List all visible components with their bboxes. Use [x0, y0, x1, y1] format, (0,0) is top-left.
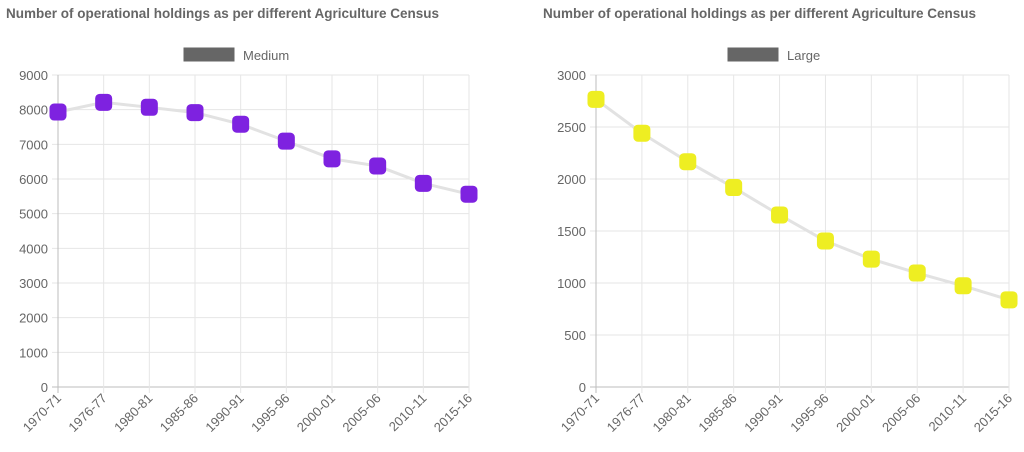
- y-tick-label: 3000: [557, 68, 586, 83]
- x-tick-label: 1970-71: [20, 391, 64, 435]
- x-tick-label: 1976-77: [604, 391, 648, 435]
- legend-swatch: [726, 46, 780, 63]
- x-tick-label: 1980-81: [111, 391, 155, 435]
- chart-title: Number of operational holdings as per di…: [6, 6, 439, 21]
- data-point[interactable]: [323, 150, 341, 168]
- y-tick-label: 6000: [19, 172, 48, 187]
- data-point[interactable]: [771, 206, 789, 224]
- y-tick-label: 1500: [557, 224, 586, 239]
- y-tick-label: 8000: [19, 103, 48, 118]
- x-tick-label: 2010-11: [926, 391, 970, 435]
- y-tick-label: 2000: [19, 311, 48, 326]
- data-point[interactable]: [49, 103, 67, 121]
- data-point[interactable]: [954, 277, 972, 295]
- x-tick-label: 2000-01: [833, 391, 877, 435]
- chart-title: Number of operational holdings as per di…: [543, 6, 976, 21]
- data-point[interactable]: [908, 264, 926, 282]
- x-tick-label: 2015-16: [971, 391, 1015, 435]
- x-tick-label: 1990-91: [741, 391, 785, 435]
- y-tick-label: 5000: [19, 207, 48, 222]
- x-tick-label: 2010-11: [386, 391, 430, 435]
- x-tick-label: 1995-96: [787, 391, 831, 435]
- data-point[interactable]: [414, 174, 432, 192]
- series-line: [57, 100, 470, 196]
- x-tick-label: 2000-01: [294, 391, 338, 435]
- y-tick-label: 0: [41, 380, 48, 395]
- y-tick-label: 4000: [19, 241, 48, 256]
- y-tick-label: 2500: [557, 120, 586, 135]
- x-tick-label: 1990-91: [202, 391, 246, 435]
- data-point[interactable]: [232, 115, 250, 133]
- legend-label: Large: [787, 48, 820, 63]
- y-tick-label: 2000: [557, 172, 586, 187]
- y-tick-label: 9000: [19, 68, 48, 83]
- data-point[interactable]: [679, 153, 697, 171]
- medium-holdings-chart: Number of operational holdings as per di…: [6, 6, 478, 435]
- x-tick-label: 1995-96: [248, 391, 292, 435]
- x-tick-label: 1976-77: [65, 391, 109, 435]
- x-tick-label: 1985-86: [157, 391, 201, 435]
- data-point[interactable]: [186, 104, 204, 122]
- y-tick-label: 7000: [19, 137, 48, 152]
- data-point[interactable]: [1000, 291, 1018, 309]
- x-tick-label: 2005-06: [339, 391, 383, 435]
- x-tick-label: 1985-86: [695, 391, 739, 435]
- data-point[interactable]: [140, 98, 158, 116]
- data-point[interactable]: [369, 157, 387, 175]
- data-point[interactable]: [460, 185, 478, 203]
- y-tick-label: 3000: [19, 276, 48, 291]
- legend-swatch: [182, 46, 236, 63]
- y-tick-label: 0: [579, 380, 586, 395]
- series-line: [595, 98, 1010, 302]
- data-point[interactable]: [633, 124, 651, 142]
- x-tick-label: 1970-71: [558, 391, 602, 435]
- data-point[interactable]: [587, 90, 605, 108]
- data-point[interactable]: [277, 132, 295, 150]
- data-point[interactable]: [725, 179, 743, 197]
- x-tick-label: 1980-81: [650, 391, 694, 435]
- data-point[interactable]: [862, 250, 880, 268]
- x-tick-label: 2015-16: [431, 391, 475, 435]
- y-tick-label: 500: [564, 328, 586, 343]
- data-point[interactable]: [816, 232, 834, 250]
- data-point[interactable]: [95, 93, 113, 111]
- x-tick-label: 2005-06: [879, 391, 923, 435]
- y-tick-label: 1000: [557, 276, 586, 291]
- legend-label: Medium: [243, 48, 289, 63]
- large-holdings-chart: Number of operational holdings as per di…: [543, 6, 1018, 435]
- y-tick-label: 1000: [19, 345, 48, 360]
